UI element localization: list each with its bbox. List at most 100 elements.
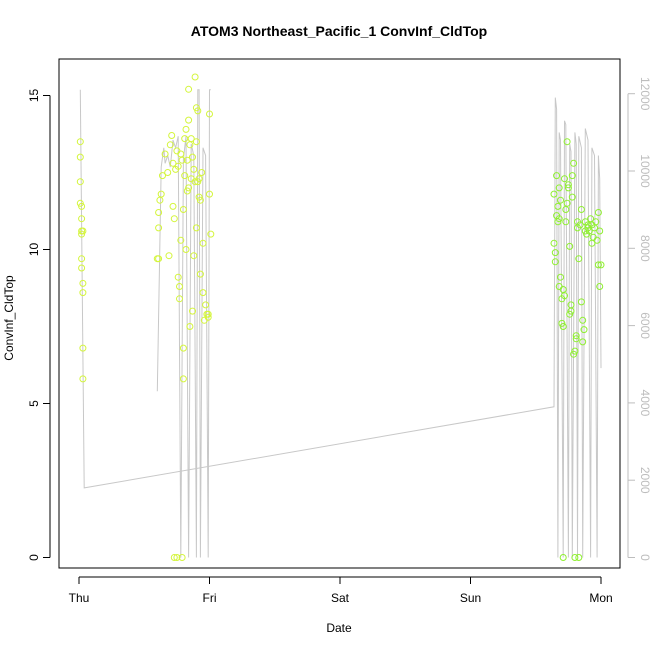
y2-tick-label: 12000 <box>638 77 650 111</box>
data-point <box>179 344 187 352</box>
data-point <box>79 279 87 287</box>
data-point <box>189 307 196 315</box>
data-point <box>192 138 200 146</box>
data-point <box>564 184 572 192</box>
data-point <box>563 199 571 207</box>
data-point <box>169 202 177 210</box>
data-point <box>202 301 210 309</box>
data-point <box>568 193 576 201</box>
chart-title: ATOM3 Northeast_Pacific_1 ConvInf_CldTop <box>191 23 487 39</box>
data-point <box>185 85 193 93</box>
data-point <box>159 172 166 180</box>
data-point <box>194 107 202 115</box>
data-point <box>168 132 176 139</box>
data-point <box>206 190 213 198</box>
data-point <box>571 347 579 355</box>
data-point <box>166 141 174 149</box>
data-point <box>78 230 86 238</box>
data-point <box>76 138 84 146</box>
data-point <box>76 178 84 186</box>
data-point <box>179 375 187 383</box>
data-point <box>579 316 587 324</box>
data-point <box>164 169 172 176</box>
data-point <box>580 326 588 334</box>
data-point <box>177 236 185 244</box>
data-point <box>155 209 163 216</box>
y2-tick-label: 2000 <box>638 467 650 494</box>
data-point <box>183 156 191 164</box>
data-point <box>561 175 568 183</box>
data-point <box>555 215 563 223</box>
data-point <box>186 141 194 149</box>
data-point <box>189 153 196 161</box>
data-point <box>551 249 559 257</box>
data-point <box>78 264 86 272</box>
data-point <box>557 273 564 281</box>
y-tick-label: 0 <box>27 554 41 561</box>
data-point <box>572 332 580 340</box>
y-tick-label: 5 <box>27 400 41 407</box>
y2-tick-label: 6000 <box>638 312 650 339</box>
x-tick-label: Thu <box>69 591 90 605</box>
data-point <box>199 239 207 247</box>
data-point <box>173 147 181 155</box>
data-point <box>559 323 567 330</box>
data-point <box>564 181 572 189</box>
y-tick-label: 15 <box>27 89 41 103</box>
plot-frame <box>58 58 621 569</box>
data-point <box>170 215 178 223</box>
data-point <box>79 227 87 235</box>
data-point <box>596 283 604 290</box>
data-point <box>79 344 87 352</box>
data-point <box>190 165 198 173</box>
data-point <box>207 230 215 238</box>
data-point <box>174 273 182 281</box>
y-axis-label: ConvInf_CldTop <box>2 275 16 361</box>
data-point <box>593 236 601 244</box>
data-point <box>554 202 562 210</box>
data-point <box>179 206 187 213</box>
data-point <box>196 270 204 278</box>
data-point <box>195 175 203 183</box>
data-point <box>79 289 87 297</box>
data-point <box>554 218 562 226</box>
data-point <box>597 261 605 269</box>
data-point <box>182 125 190 133</box>
data-point <box>182 246 190 253</box>
data-point <box>568 172 576 180</box>
data-point <box>577 206 585 213</box>
y2-tick-label: 0 <box>638 554 650 561</box>
data-point <box>592 218 600 226</box>
data-point <box>550 239 558 247</box>
data-point <box>76 153 84 161</box>
data-point <box>191 73 199 81</box>
x-tick-label: Sun <box>460 591 481 605</box>
data-point <box>561 292 568 300</box>
data-point <box>176 295 183 303</box>
data-point <box>187 135 195 143</box>
data-point <box>555 184 563 192</box>
data-point <box>563 138 571 146</box>
data-point <box>577 298 585 306</box>
data-point <box>178 156 186 164</box>
data-point <box>190 252 198 260</box>
data-point <box>594 261 602 269</box>
data-point <box>174 162 182 170</box>
data-point <box>566 242 574 250</box>
data-point <box>558 319 566 327</box>
data-point <box>566 310 574 318</box>
data-point <box>165 252 173 260</box>
data-point <box>567 301 575 309</box>
data-point <box>156 196 164 204</box>
data-point <box>169 159 177 167</box>
axes: Thu Fri Sat Sun Mon 0 5 10 15 0 2000 4000 6000 8000 10… <box>27 58 650 605</box>
data-point <box>155 255 163 263</box>
data-point <box>78 215 86 223</box>
data-point <box>79 375 87 383</box>
data-point <box>575 554 583 561</box>
data-point <box>570 350 578 358</box>
data-point <box>78 255 86 263</box>
x-axis-label: Date <box>326 621 352 635</box>
series-line <box>79 89 602 558</box>
